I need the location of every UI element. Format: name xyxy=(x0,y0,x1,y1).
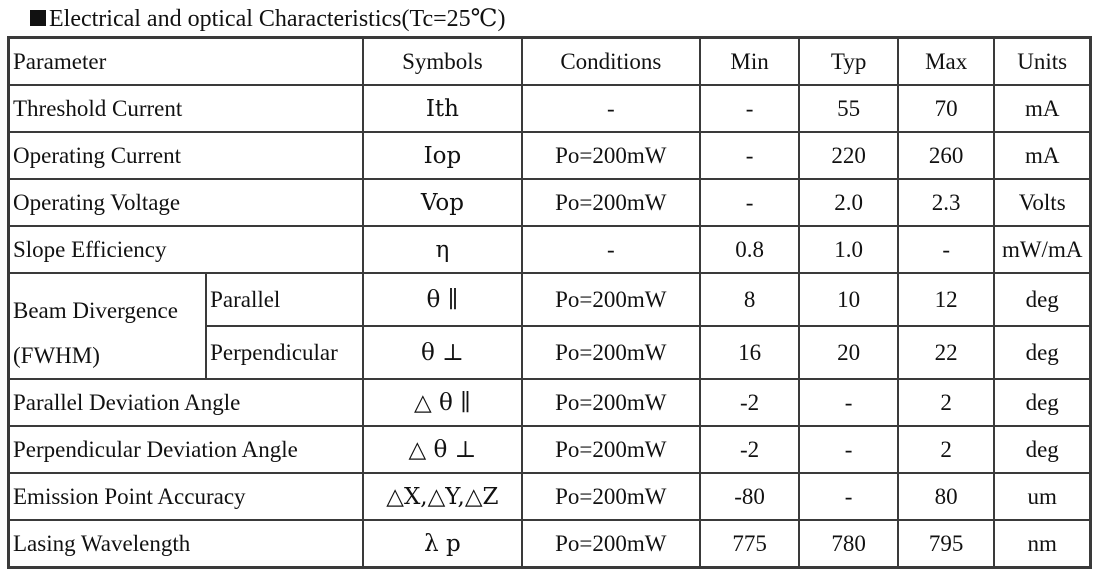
max-cell: 80 xyxy=(897,473,995,520)
conditions-cell: Po=200mW xyxy=(521,426,700,473)
beam-divergence-fwhm-label: (FWHM) xyxy=(13,343,100,368)
conditions-cell: Po=200mW xyxy=(521,379,700,426)
min-cell: - xyxy=(699,132,800,179)
typ-cell: 20 xyxy=(799,326,898,379)
units-cell: deg xyxy=(994,379,1090,426)
typ-cell: 780 xyxy=(799,520,898,567)
heading-text: Electrical and optical Characteristics(T… xyxy=(49,6,506,32)
conditions-cell: Po=200mW xyxy=(521,132,700,179)
max-cell: 2 xyxy=(897,426,995,473)
typ-cell: 220 xyxy=(799,132,898,179)
max-cell: 795 xyxy=(897,520,995,567)
conditions-cell: Po=200mW xyxy=(521,179,700,226)
sub-parameter-cell: Parallel xyxy=(206,273,363,326)
symbol-cell: △ θ ⊥ xyxy=(362,426,522,473)
typ-cell: 10 xyxy=(799,273,898,326)
parameter-cell: Perpendicular Deviation Angle xyxy=(9,426,363,473)
parameter-cell: Slope Efficiency xyxy=(9,226,363,273)
header-symbols: Symbols xyxy=(362,38,522,85)
min-cell: 775 xyxy=(699,520,800,567)
table-row: Lasing Wavelength λ p Po=200mW 775 780 7… xyxy=(9,520,1090,567)
header-typ: Typ xyxy=(799,38,898,85)
table-row: Emission Point Accuracy △X,△Y,△Z Po=200m… xyxy=(9,473,1090,520)
header-row: Parameter Symbols Conditions Min Typ Max… xyxy=(9,38,1090,85)
header-max: Max xyxy=(897,38,995,85)
table-row: Slope Efficiency η - 0.8 1.0 - mW/mA xyxy=(9,226,1090,273)
conditions-cell: Po=200mW xyxy=(521,273,700,326)
beam-divergence-label: Beam Divergence xyxy=(13,298,178,323)
typ-cell: - xyxy=(799,473,898,520)
header-units: Units xyxy=(994,38,1090,85)
symbol-cell: Vop xyxy=(362,179,522,226)
max-cell: 260 xyxy=(897,132,995,179)
min-cell: -2 xyxy=(699,426,800,473)
min-cell: -2 xyxy=(699,379,800,426)
min-cell: 0.8 xyxy=(699,226,800,273)
symbol-cell: Iop xyxy=(362,132,522,179)
table-row: Parallel Deviation Angle △ θ ∥ Po=200mW … xyxy=(9,379,1090,426)
conditions-cell: Po=200mW xyxy=(521,520,700,567)
table-row: Perpendicular Deviation Angle △ θ ⊥ Po=2… xyxy=(9,426,1090,473)
units-cell: deg xyxy=(994,273,1090,326)
parameter-cell: Lasing Wavelength xyxy=(9,520,363,567)
typ-cell: - xyxy=(799,426,898,473)
max-cell: 70 xyxy=(897,85,995,132)
min-cell: - xyxy=(699,179,800,226)
units-cell: deg xyxy=(994,426,1090,473)
units-cell: mW/mA xyxy=(994,226,1090,273)
table-row: Operating Voltage Vop Po=200mW - 2.0 2.3… xyxy=(9,179,1090,226)
header-parameter: Parameter xyxy=(9,38,363,85)
section-heading: Electrical and optical Characteristics(T… xyxy=(30,4,506,34)
typ-cell: - xyxy=(799,379,898,426)
max-cell: 2 xyxy=(897,379,995,426)
min-cell: - xyxy=(699,85,800,132)
table-row: Perpendicular θ ⊥ Po=200mW 16 20 22 deg xyxy=(9,326,1090,379)
units-cell: mA xyxy=(994,132,1090,179)
units-cell: nm xyxy=(994,520,1090,567)
max-cell: 12 xyxy=(897,273,995,326)
symbol-cell: θ ⊥ xyxy=(362,326,522,379)
header-conditions: Conditions xyxy=(521,38,700,85)
conditions-cell: - xyxy=(521,85,700,132)
typ-cell: 1.0 xyxy=(799,226,898,273)
parameter-cell: Operating Current xyxy=(9,132,363,179)
parameter-cell: Parallel Deviation Angle xyxy=(9,379,363,426)
symbol-cell: △ θ ∥ xyxy=(362,379,522,426)
beam-divergence-cell: Beam Divergence (FWHM) xyxy=(9,273,207,379)
symbol-cell: Ith xyxy=(362,85,522,132)
max-cell: - xyxy=(897,226,995,273)
typ-cell: 55 xyxy=(799,85,898,132)
units-cell: um xyxy=(994,473,1090,520)
parameter-cell: Emission Point Accuracy xyxy=(9,473,363,520)
characteristics-table: Parameter Symbols Conditions Min Typ Max… xyxy=(7,36,1092,569)
units-cell: mA xyxy=(994,85,1090,132)
min-cell: -80 xyxy=(699,473,800,520)
parameter-cell: Operating Voltage xyxy=(9,179,363,226)
black-square-icon xyxy=(30,10,46,26)
conditions-cell: Po=200mW xyxy=(521,473,700,520)
symbol-cell: θ ∥ xyxy=(362,273,522,326)
sub-parameter-cell: Perpendicular xyxy=(206,326,363,379)
max-cell: 2.3 xyxy=(897,179,995,226)
symbol-cell: λ p xyxy=(362,520,522,567)
parameter-cell: Threshold Current xyxy=(9,85,363,132)
typ-cell: 2.0 xyxy=(799,179,898,226)
conditions-cell: - xyxy=(521,226,700,273)
table-row: Threshold Current Ith - - 55 70 mA xyxy=(9,85,1090,132)
symbol-cell: η xyxy=(362,226,522,273)
table-row: Operating Current Iop Po=200mW - 220 260… xyxy=(9,132,1090,179)
units-cell: Volts xyxy=(994,179,1090,226)
conditions-cell: Po=200mW xyxy=(521,326,700,379)
min-cell: 16 xyxy=(699,326,800,379)
max-cell: 22 xyxy=(897,326,995,379)
table-row: Beam Divergence (FWHM) Parallel θ ∥ Po=2… xyxy=(9,273,1090,379)
header-min: Min xyxy=(699,38,800,85)
min-cell: 8 xyxy=(699,273,800,326)
symbol-cell: △X,△Y,△Z xyxy=(362,473,522,520)
units-cell: deg xyxy=(994,326,1090,379)
